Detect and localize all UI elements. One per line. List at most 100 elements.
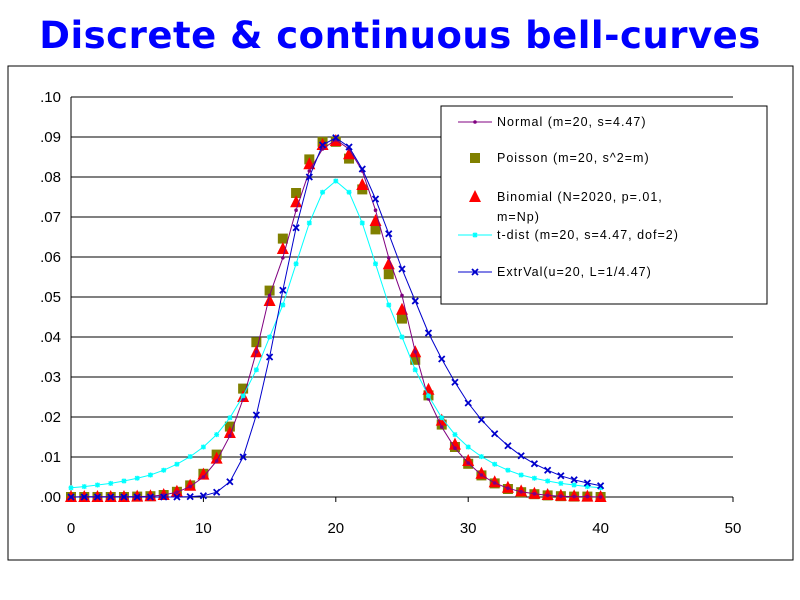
data-point: [214, 459, 219, 463]
data-point: [545, 478, 551, 484]
data-point: [477, 416, 486, 424]
data-point: [466, 461, 471, 465]
legend-label: Poisson (m=20, s^2=m): [497, 151, 650, 165]
data-point: [188, 484, 192, 489]
data-point: [197, 467, 210, 480]
data-point: [210, 451, 223, 464]
data-point: [94, 482, 100, 488]
data-point: [385, 230, 393, 238]
y-tick-label: .06: [40, 249, 61, 266]
data-point: [93, 493, 102, 501]
legend-label: Normal (m=20, s=4.47): [497, 115, 647, 129]
data-point: [226, 478, 234, 486]
slide-title: Discrete & continuous bell-curves: [39, 14, 761, 57]
data-point: [448, 437, 461, 450]
data-point: [558, 480, 564, 486]
data-point: [320, 189, 326, 195]
data-point: [544, 466, 552, 474]
data-point: [186, 492, 194, 501]
data-point: [291, 188, 302, 198]
data-point: [267, 293, 272, 298]
y-tick-label: .02: [40, 409, 61, 426]
data-point: [571, 482, 577, 488]
series-layer: [65, 134, 607, 502]
data-point: [398, 265, 406, 273]
data-point: [108, 480, 114, 486]
x-tick-label: 0: [67, 520, 75, 537]
data-point: [506, 486, 510, 491]
legend-swatch: [471, 268, 479, 276]
data-point: [279, 286, 287, 294]
data-point: [238, 383, 249, 394]
data-point: [332, 134, 340, 142]
data-point: [276, 242, 289, 254]
data-point: [333, 178, 339, 184]
data-point: [479, 473, 484, 477]
data-point: [293, 261, 299, 267]
data-point: [598, 495, 603, 499]
data-point: [572, 494, 576, 499]
data-point: [358, 165, 366, 173]
data-point: [67, 493, 75, 501]
data-point: [451, 378, 459, 386]
data-point: [517, 452, 525, 460]
data-point: [294, 208, 298, 212]
y-tick-label: .03: [40, 369, 61, 386]
x-tick-label: 30: [460, 520, 477, 537]
data-point: [280, 302, 286, 308]
data-point: [228, 434, 232, 438]
data-point: [147, 472, 153, 478]
data-point: [570, 476, 578, 484]
data-point: [133, 493, 141, 501]
y-tick-label: .04: [40, 329, 61, 346]
data-point: [146, 493, 155, 501]
y-tick-labels: .00 .01 .02 .03 .04 .05 .06 .07 .08 .09 .10: [40, 89, 61, 506]
data-point: [400, 293, 404, 298]
y-tick-label: .08: [40, 169, 61, 186]
data-point: [412, 367, 418, 373]
data-point: [292, 224, 300, 232]
data-point: [81, 484, 87, 490]
legend-box: [440, 105, 768, 305]
data-point: [545, 493, 550, 498]
data-point: [584, 484, 590, 490]
data-point: [80, 493, 88, 501]
data-point: [422, 382, 435, 395]
data-point: [370, 224, 381, 235]
data-point: [425, 393, 431, 399]
data-point: [306, 220, 312, 226]
legend-label: Binomial (N=2020, p=.01, m=Np): [497, 190, 663, 224]
data-point: [290, 195, 303, 208]
data-point: [251, 337, 262, 348]
y-tick-label: .00: [40, 489, 61, 506]
data-point: [399, 334, 405, 340]
data-point: [277, 233, 288, 244]
legend-label: t-dist (m=20, s=4.47, dof=2): [497, 228, 679, 242]
data-point: [475, 466, 488, 479]
data-point: [371, 195, 380, 203]
data-point: [305, 173, 313, 181]
data-point: [373, 208, 378, 212]
data-point: [359, 220, 365, 226]
data-point: [68, 485, 74, 491]
data-point: [253, 367, 259, 373]
x-tick-label: 10: [195, 520, 212, 537]
x-tick-label: 50: [725, 520, 742, 537]
data-point: [453, 446, 457, 451]
data-point: [519, 490, 523, 494]
data-point: [439, 415, 445, 421]
data-point: [267, 334, 273, 340]
legend-swatch: [473, 120, 477, 124]
data-point: [518, 472, 524, 478]
x-tick-label: 20: [327, 520, 344, 537]
legend: Normal (m=20, s=4.47) Poisson (m=20, s^2=…: [440, 105, 768, 305]
series-x: [67, 134, 605, 501]
data-point: [120, 493, 128, 501]
data-point: [240, 393, 246, 399]
legend-entry: Binomial (N=2020, p=.01, m=Np): [469, 190, 663, 224]
legend-swatch: [470, 153, 480, 163]
legend-swatch: [472, 232, 478, 238]
data-point: [397, 313, 407, 324]
data-point: [452, 432, 458, 438]
